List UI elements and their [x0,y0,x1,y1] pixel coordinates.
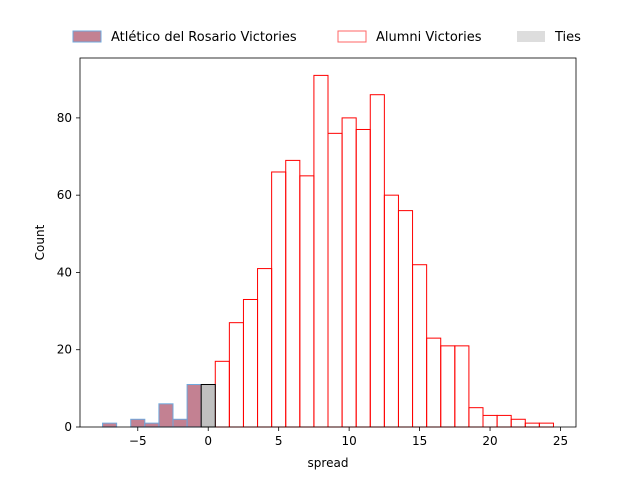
legend-swatch-ties [517,31,545,42]
bar-atletico-del-rosario-victories-4 [172,418,188,428]
bar-alumni-victories-17 [454,345,470,428]
bars-layer [102,74,554,428]
bar-alumni-victories-22 [524,422,540,428]
bar-alumni-victories-4 [271,171,287,428]
bar-alumni-victories-15 [426,337,442,428]
x-tick-label: −5 [129,434,147,448]
x-tick-label: 20 [482,434,497,448]
bar-alumni-victories-8 [327,132,343,428]
bar-alumni-victories-1 [228,322,244,428]
y-tick-label: 0 [64,420,72,434]
bar-atletico-del-rosario-victories-5 [186,383,202,428]
bar-atletico-del-rosario-victories-2 [144,422,160,428]
bar-alumni-victories-18 [468,407,484,428]
x-tick-label: 0 [204,434,212,448]
y-tick-label: 60 [57,188,72,202]
legend-label-alumni-victories: Alumni Victories [376,30,482,45]
bar-alumni-victories-20 [496,414,512,428]
legend-label-ties: Ties [554,30,581,45]
bar-alumni-victories-5 [285,159,301,428]
bar-alumni-victories-21 [510,418,526,428]
bar-alumni-victories-14 [412,264,428,428]
bar-alumni-victories-16 [440,345,456,428]
x-axis-label: spread [308,456,349,470]
y-axis-ticks: 0 20 40 60 80 [57,111,80,434]
legend-label-atletico-del-rosario-victories: Atlético del Rosario Victories [111,30,297,45]
bar-alumni-victories-3 [257,268,273,428]
bar-alumni-victories-0 [214,360,230,428]
bar-atletico-del-rosario-victories-0 [102,422,118,428]
bar-alumni-victories-2 [242,298,259,428]
bar-alumni-victories-19 [482,414,498,428]
bar-ties-0 [200,383,216,428]
bar-alumni-victories-7 [313,74,329,428]
x-tick-label: 25 [553,434,568,448]
bar-alumni-victories-12 [383,194,399,428]
bar-atletico-del-rosario-victories-3 [158,403,174,428]
x-tick-label: 5 [275,434,283,448]
bar-alumni-victories-11 [369,94,385,428]
bar-alumni-victories-13 [397,210,414,428]
y-tick-label: 80 [57,111,72,125]
y-axis-label: Count [33,224,47,260]
plot-area-frame [79,57,577,428]
y-tick-label: 20 [57,343,72,357]
legend-swatch-alumni-victories [337,30,367,43]
bar-alumni-victories-9 [341,117,357,428]
bar-alumni-victories-10 [355,128,371,428]
legend: Atlético del Rosario Victories Alumni Vic… [72,30,581,45]
bar-atletico-del-rosario-victories-1 [130,418,146,428]
bar-alumni-victories-6 [299,175,315,428]
x-axis-ticks: −5 0 5 10 15 20 25 [129,427,568,448]
y-tick-label: 40 [57,265,72,279]
legend-swatch-atletico-del-rosario-victories [72,30,102,43]
x-tick-label: 15 [412,434,427,448]
x-tick-label: 10 [341,434,356,448]
bar-alumni-victories-23 [538,422,554,428]
